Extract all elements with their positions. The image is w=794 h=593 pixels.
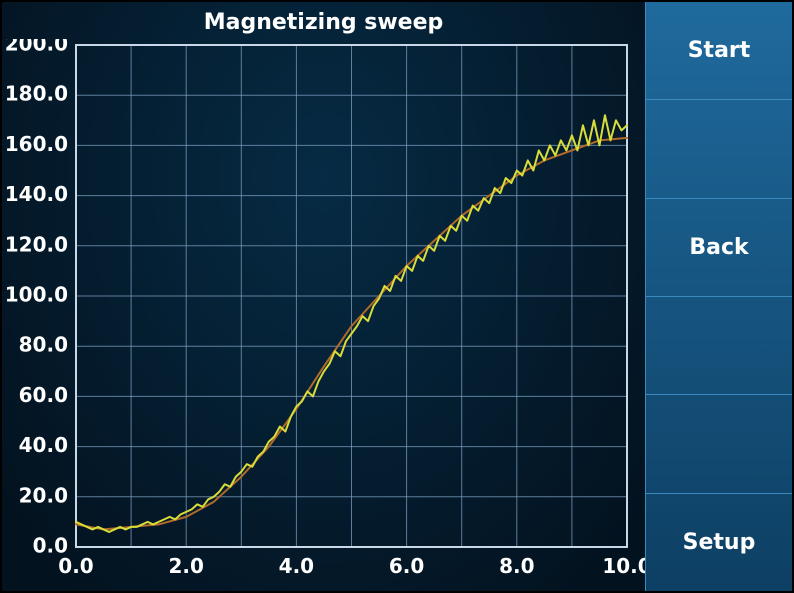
svg-text:40.0: 40.0 xyxy=(19,433,68,457)
svg-text:160.0: 160.0 xyxy=(5,132,68,156)
svg-text:2.0: 2.0 xyxy=(168,554,203,578)
svg-text:8.0: 8.0 xyxy=(499,554,534,578)
sidebar-button-blank3 xyxy=(645,394,792,492)
sidebar-button-setup[interactable]: Setup xyxy=(645,493,792,591)
chart-panel: Magnetizing sweep 0.0 20.0 40.0 60.0 80.0 100… xyxy=(2,2,645,591)
svg-text:200.0: 200.0 xyxy=(5,39,68,56)
svg-text:20.0: 20.0 xyxy=(19,483,68,507)
sidebar-button-back[interactable]: Back xyxy=(645,198,792,296)
svg-text:140.0: 140.0 xyxy=(5,182,68,206)
chart-title: Magnetizing sweep xyxy=(2,2,645,39)
sidebar-button-start[interactable]: Start xyxy=(645,2,792,99)
chart-svg: 0.0 20.0 40.0 60.0 80.0 100.0 120.0 140.0 160.0 1… xyxy=(2,39,645,591)
svg-text:6.0: 6.0 xyxy=(389,554,424,578)
sidebar-button-blank1 xyxy=(645,99,792,197)
chart-plot-area: 0.0 20.0 40.0 60.0 80.0 100.0 120.0 140.0 160.0 1… xyxy=(2,39,645,591)
svg-text:10.0: 10.0 xyxy=(602,554,645,578)
svg-text:4.0: 4.0 xyxy=(279,554,314,578)
svg-text:60.0: 60.0 xyxy=(19,383,68,407)
svg-text:0.0: 0.0 xyxy=(58,554,93,578)
sidebar-button-blank2 xyxy=(645,296,792,394)
svg-text:100.0: 100.0 xyxy=(5,283,68,307)
sidebar: Start Back Setup xyxy=(645,2,792,591)
svg-text:120.0: 120.0 xyxy=(5,232,68,256)
svg-text:180.0: 180.0 xyxy=(5,82,68,106)
svg-text:80.0: 80.0 xyxy=(19,333,68,357)
